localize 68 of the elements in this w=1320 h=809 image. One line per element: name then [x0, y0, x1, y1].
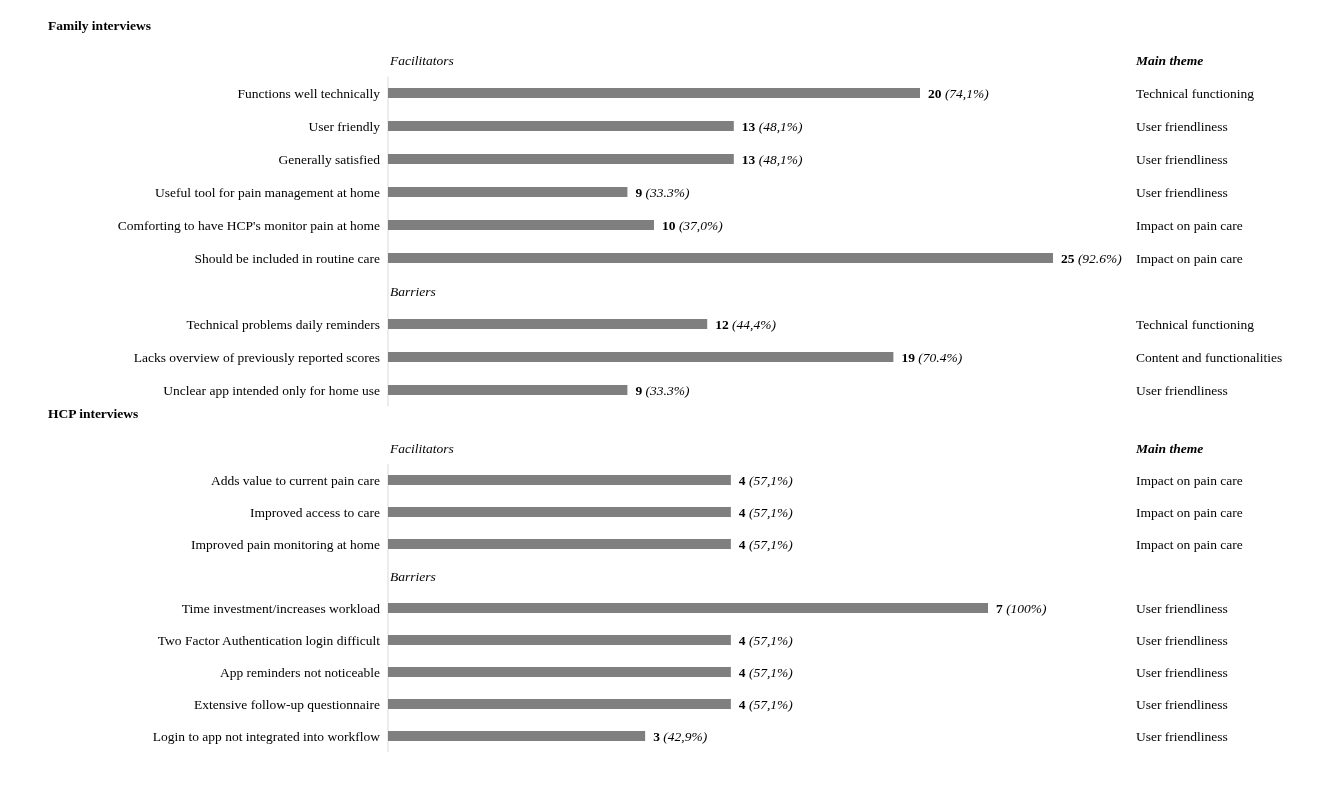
y2-tick-label: User friendliness — [1136, 119, 1228, 134]
data-label: 4 (57,1%) — [738, 697, 794, 712]
y2-tick-label: User friendliness — [1136, 697, 1228, 712]
y-tick-label: Functions well technically — [237, 86, 381, 101]
y-tick-label: Lacks overview of previously reported scores — [133, 350, 380, 365]
y2-tick-label: User friendliness — [1136, 185, 1228, 200]
data-label: 10 (37,0%) — [662, 218, 724, 233]
y-tick-label: Should be included in routine care — [194, 251, 380, 266]
y-tick-label: Improved access to care — [249, 505, 380, 520]
data-label: 7 (100%) — [996, 601, 1048, 616]
bar — [388, 253, 1053, 263]
y-tick-label: Login to app not integrated into workflow — [152, 729, 381, 744]
text: HCP interviews — [48, 406, 139, 421]
data-label: 19 (70.4%) — [901, 350, 963, 365]
y-tick-label: Barriers — [390, 569, 436, 584]
y-tick-label: User friendly — [308, 119, 381, 134]
y-tick-label: Time investment/increases workload — [181, 601, 381, 616]
data-label: 12 (44,4%) — [715, 317, 777, 332]
bar — [388, 154, 734, 164]
y-tick-label: Improved pain monitoring at home — [191, 537, 380, 552]
data-label: 4 (57,1%) — [738, 665, 794, 680]
data-label: 4 (57,1%) — [738, 537, 794, 552]
y2-tick-label: Impact on pain care — [1136, 537, 1243, 552]
y-tick-label: Unclear app intended only for home use — [163, 383, 380, 398]
y2-tick-label: Technical functioning — [1136, 317, 1255, 332]
bar — [388, 121, 734, 131]
data-label: 4 (57,1%) — [738, 633, 794, 648]
y-tick-label: Extensive follow-up questionnaire — [194, 697, 380, 712]
data-label: 13 (48,1%) — [741, 119, 804, 134]
y2-tick-label: User friendliness — [1136, 633, 1228, 648]
bar — [388, 352, 894, 362]
y2-tick-label: Impact on pain care — [1136, 251, 1243, 266]
y-tick-label: Barriers — [390, 284, 436, 299]
y2-tick-label: Impact on pain care — [1136, 505, 1243, 520]
bar — [388, 88, 920, 98]
y2-tick-label: User friendliness — [1136, 729, 1228, 744]
bar — [388, 187, 628, 197]
text: Family interviews — [48, 18, 152, 33]
bar — [388, 220, 654, 230]
y-tick-label: Technical problems daily reminders — [186, 317, 380, 332]
y2-tick-label: Impact on pain care — [1136, 218, 1243, 233]
y2-tick-label: User friendliness — [1136, 665, 1228, 680]
y-tick-label: Comforting to have HCP's monitor pain at home — [117, 218, 381, 233]
y2-tick-label: Main theme — [1135, 441, 1204, 456]
y-tick-label: App reminders not noticeable — [219, 665, 381, 680]
y2-tick-label: User friendliness — [1136, 152, 1228, 167]
y2-tick-label: User friendliness — [1136, 383, 1228, 398]
y-tick-label: Two Factor Authentication login difficult — [157, 633, 381, 648]
y2-tick-label: Technical functioning — [1136, 86, 1255, 101]
data-label: 20 (74,1%) — [928, 86, 990, 101]
y-tick-label: Facilitators — [389, 53, 454, 68]
y2-tick-label: Impact on pain care — [1136, 473, 1243, 488]
data-label: 4 (57,1%) — [738, 473, 794, 488]
y-tick-label: Generally satisfied — [278, 152, 381, 167]
bar — [388, 385, 628, 395]
data-label: 3 (42,9%) — [653, 729, 708, 744]
y-tick-label: Useful tool for pain management at home — [155, 185, 380, 200]
y-tick-label: Facilitators — [389, 441, 454, 456]
y-tick-label: Adds value to current pain care — [210, 473, 380, 488]
data-label: 4 (57,1%) — [738, 505, 794, 520]
data-label: 25 (92.6%) — [1061, 251, 1123, 266]
y2-tick-label: Main theme — [1135, 53, 1204, 68]
y2-tick-label: User friendliness — [1136, 601, 1228, 616]
data-label: 9 (33.3%) — [635, 383, 690, 398]
data-label: 13 (48,1%) — [741, 152, 804, 167]
data-label: 9 (33.3%) — [635, 185, 690, 200]
bar — [388, 319, 708, 329]
y2-tick-label: Content and functionalities — [1136, 350, 1283, 365]
